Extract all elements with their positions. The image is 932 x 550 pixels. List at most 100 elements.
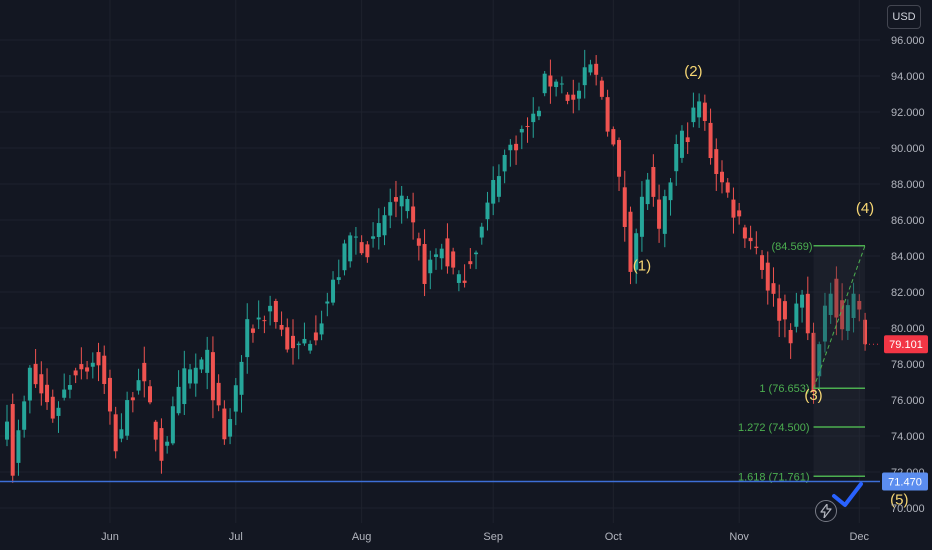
y-tick-label: 90.000 bbox=[891, 143, 925, 155]
candle-body bbox=[325, 301, 330, 304]
candle bbox=[651, 154, 656, 207]
candle bbox=[822, 292, 827, 353]
candle-body bbox=[479, 226, 484, 238]
fib-level-label: 1.272 (74.500) bbox=[738, 422, 810, 434]
candle bbox=[148, 379, 152, 405]
candle-body bbox=[502, 154, 507, 172]
candle-body bbox=[27, 367, 32, 401]
candle-body bbox=[817, 344, 822, 377]
candle bbox=[502, 149, 507, 184]
candle-body bbox=[336, 277, 341, 280]
candle-body bbox=[279, 324, 284, 330]
candle-body bbox=[113, 414, 118, 452]
y-tick-label: 70.000 bbox=[891, 503, 925, 515]
candle bbox=[233, 378, 238, 426]
candle-body bbox=[674, 144, 679, 172]
time-axis[interactable]: Jun Jul Aug Sep Oct Nov Dec bbox=[101, 531, 869, 543]
candle bbox=[725, 178, 730, 198]
candle bbox=[250, 324, 255, 343]
candle-body bbox=[382, 215, 387, 236]
y-tick-label: 76.000 bbox=[891, 395, 925, 407]
candle-body bbox=[651, 167, 656, 197]
candle-body bbox=[863, 319, 867, 345]
candle bbox=[794, 292, 799, 333]
candle-body bbox=[256, 317, 261, 320]
candle-body bbox=[136, 380, 141, 391]
candle bbox=[359, 235, 364, 256]
candle bbox=[674, 134, 679, 186]
support-price-label: 71.470 bbox=[888, 477, 922, 489]
candle bbox=[805, 276, 810, 341]
candle-body bbox=[828, 293, 833, 315]
fib-level-label: (84.569) bbox=[772, 241, 813, 253]
candle bbox=[748, 225, 753, 250]
y-tick-label: 92.000 bbox=[891, 107, 925, 119]
chart-grid bbox=[0, 0, 880, 523]
candle-body bbox=[679, 130, 684, 158]
candle bbox=[577, 82, 581, 111]
candle bbox=[342, 239, 347, 276]
candle-body bbox=[170, 406, 175, 444]
candle bbox=[834, 266, 839, 336]
candle bbox=[691, 92, 696, 128]
candle-body bbox=[22, 401, 27, 430]
candle-body bbox=[634, 233, 639, 270]
candle bbox=[125, 391, 130, 440]
y-tick-label: 82.000 bbox=[891, 287, 925, 299]
candle bbox=[142, 346, 147, 398]
candle bbox=[731, 187, 736, 234]
candle-body bbox=[691, 107, 696, 123]
candle bbox=[353, 226, 358, 255]
candle bbox=[27, 365, 32, 414]
candle bbox=[742, 224, 747, 248]
candle-body bbox=[708, 122, 713, 159]
candle bbox=[39, 361, 44, 406]
candle-body bbox=[359, 242, 364, 254]
candle bbox=[325, 292, 330, 317]
candle bbox=[479, 222, 484, 245]
wave-label: (5) bbox=[890, 491, 908, 508]
price-axis[interactable]: 70.00072.00074.00076.00078.00080.00082.0… bbox=[882, 35, 928, 515]
candle-body bbox=[319, 323, 324, 335]
candle bbox=[268, 295, 273, 326]
candle-body bbox=[531, 113, 536, 123]
candle bbox=[119, 413, 124, 443]
candle-body bbox=[800, 294, 805, 308]
candle-body bbox=[50, 396, 55, 419]
candle-body bbox=[628, 211, 633, 272]
candle bbox=[376, 208, 381, 250]
y-tick-label: 78.000 bbox=[891, 359, 925, 371]
candle bbox=[428, 250, 433, 290]
candle bbox=[702, 94, 707, 131]
candle-body bbox=[777, 298, 782, 321]
y-tick-label: 84.000 bbox=[891, 251, 925, 263]
candle bbox=[508, 139, 513, 167]
candle-body bbox=[594, 63, 599, 75]
candle bbox=[165, 436, 170, 454]
candle-body bbox=[851, 293, 856, 318]
candle-body bbox=[714, 149, 719, 174]
candle bbox=[782, 294, 787, 338]
candle-body bbox=[554, 81, 559, 88]
candle-body bbox=[199, 359, 204, 370]
lightning-icon[interactable] bbox=[815, 500, 837, 522]
candle-body bbox=[119, 429, 124, 439]
candle-body bbox=[657, 199, 662, 229]
candle-body bbox=[313, 332, 318, 341]
candle-body bbox=[96, 352, 101, 366]
candle bbox=[588, 59, 593, 76]
candle-body bbox=[216, 382, 221, 406]
candle-body bbox=[268, 305, 273, 312]
candle-body bbox=[742, 227, 747, 239]
candle-body bbox=[153, 421, 158, 440]
x-tick-label: Dec bbox=[849, 531, 869, 543]
candle-body bbox=[754, 246, 759, 249]
candle bbox=[491, 166, 496, 216]
candle bbox=[519, 125, 524, 150]
candle bbox=[416, 232, 421, 261]
candle-body bbox=[273, 300, 278, 323]
candle-body bbox=[645, 179, 650, 205]
currency-button[interactable]: USD bbox=[887, 5, 921, 29]
candle bbox=[811, 322, 816, 404]
